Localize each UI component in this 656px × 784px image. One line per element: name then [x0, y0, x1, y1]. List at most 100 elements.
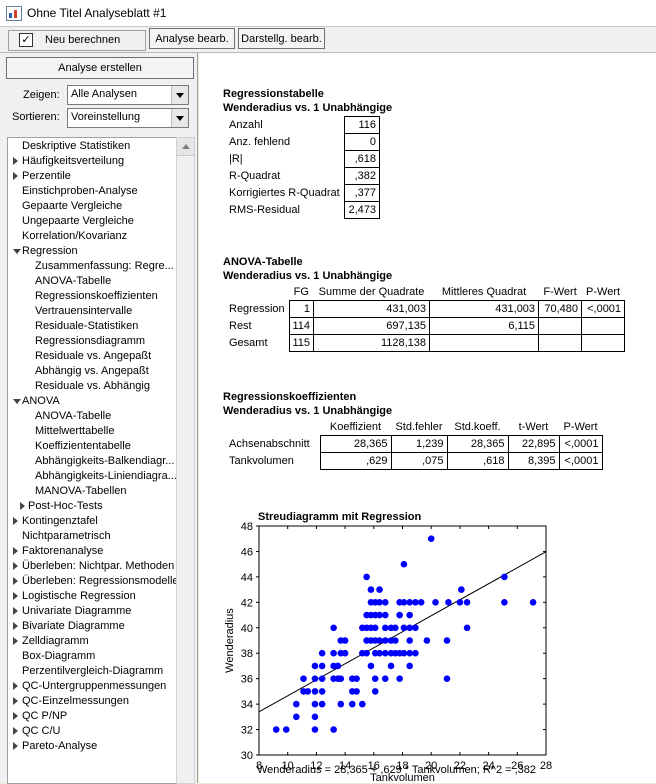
tree-item[interactable]: ANOVA-Tabelle: [8, 409, 176, 424]
tree-item[interactable]: Häufigkeitsverteilung: [8, 154, 176, 169]
tree-item[interactable]: Residuale vs. Angepaßt: [8, 349, 176, 364]
chevron-down-icon[interactable]: [171, 109, 188, 127]
tree-item[interactable]: Abhängig vs. Angepaßt: [8, 364, 176, 379]
collapse-arrow-icon[interactable]: [13, 399, 21, 404]
expand-arrow-icon[interactable]: [13, 592, 18, 600]
tree-item[interactable]: Überleben: Nichtpar. Methoden: [8, 559, 176, 574]
expand-arrow-icon[interactable]: [13, 622, 18, 630]
tree-item-label: Regressionsdiagramm: [35, 335, 146, 347]
edit-analysis-button[interactable]: Analyse bearb.: [149, 28, 235, 49]
expand-arrow-icon[interactable]: [13, 517, 18, 525]
scroll-up-arrow-icon[interactable]: [177, 138, 194, 156]
tree-item[interactable]: Univariate Diagramme: [8, 604, 176, 619]
tree-item[interactable]: Logistische Regression: [8, 589, 176, 604]
data-point: [318, 675, 326, 682]
data-point: [381, 611, 389, 619]
show-select[interactable]: Alle Analysen: [67, 85, 189, 105]
tree-item[interactable]: Regressionskoeffizienten: [8, 289, 176, 304]
row-value: ,377: [344, 184, 380, 202]
tree-item-label: Vertrauensintervalle: [35, 305, 133, 317]
recompute-checkbox[interactable]: ✓: [19, 33, 33, 47]
sort-select[interactable]: Voreinstellung: [67, 108, 189, 128]
expand-arrow-icon[interactable]: [13, 547, 18, 555]
tree-item[interactable]: Koeffiziententabelle: [8, 439, 176, 454]
data-point: [318, 649, 326, 657]
tree-item-label: Abhängigkeits-Balkendiagr...: [35, 455, 175, 467]
expand-arrow-icon[interactable]: [13, 562, 18, 570]
tree-item[interactable]: Nichtparametrisch: [8, 529, 176, 544]
tree-item[interactable]: Post-Hoc-Tests: [8, 499, 176, 514]
tree-item[interactable]: QC P/NP: [8, 709, 176, 724]
tree-item[interactable]: Perzentile: [8, 169, 176, 184]
expand-arrow-icon[interactable]: [13, 637, 18, 645]
tree-item-label: Zusammenfassung: Regre...: [35, 260, 174, 272]
tree-item[interactable]: Einstichproben-Analyse: [8, 184, 176, 199]
tree-item-label: Residuale-Statistiken: [35, 320, 139, 332]
data-point: [432, 599, 439, 606]
tree-item-label: ANOVA-Tabelle: [35, 275, 112, 287]
analysis-tree: Deskriptive Statistiken Häufigkeitsvertei…: [7, 137, 177, 784]
expand-arrow-icon[interactable]: [13, 697, 18, 705]
data-point: [353, 675, 360, 682]
tree-item[interactable]: Bivariate Diagramme: [8, 619, 176, 634]
tree-item[interactable]: ANOVA-Tabelle: [8, 274, 176, 289]
y-axis-label: Wenderadius: [224, 608, 236, 673]
tree-item[interactable]: QC C/U: [8, 724, 176, 739]
recompute-toggle[interactable]: ✓ Neu berechnen: [8, 30, 146, 51]
edit-display-button[interactable]: Darstellg. bearb.: [238, 28, 325, 49]
tree-item[interactable]: Residuale-Statistiken: [8, 319, 176, 334]
table-cell: <,0001: [558, 452, 603, 470]
create-analysis-button[interactable]: Analyse erstellen: [6, 57, 194, 79]
tree-item[interactable]: Vertrauensintervalle: [8, 304, 176, 319]
data-point: [445, 599, 452, 606]
tree-item[interactable]: Ungepaarte Vergleiche: [8, 214, 176, 229]
tree-item[interactable]: Korrelation/Kovarianz: [8, 229, 176, 244]
table-header-row: FG Summe der Quadrate Mittleres Quadrat F-W…: [226, 284, 625, 301]
tree-item[interactable]: Kontingenztafel: [8, 514, 176, 529]
tree-item[interactable]: Box-Diagramm: [8, 649, 176, 664]
tree-item[interactable]: Abhängigkeits-Liniendiagra...: [8, 469, 176, 484]
tree-item[interactable]: Regressionsdiagramm: [8, 334, 176, 349]
tree-item[interactable]: ANOVA: [8, 394, 176, 409]
tree-item[interactable]: Zusammenfassung: Regre...: [8, 259, 176, 274]
tree-item[interactable]: QC-Einzelmessungen: [8, 694, 176, 709]
tree-item[interactable]: Regression: [8, 244, 176, 259]
expand-arrow-icon[interactable]: [13, 577, 18, 585]
tree-item[interactable]: Überleben: Regressionsmodelle: [8, 574, 176, 589]
expand-arrow-icon[interactable]: [13, 172, 18, 180]
tree-item[interactable]: QC-Untergruppenmessungen: [8, 679, 176, 694]
tree-item-label: Bivariate Diagramme: [22, 620, 125, 632]
y-tick-label: 34: [241, 699, 253, 711]
tree-item[interactable]: Perzentilvergleich-Diagramm: [8, 664, 176, 679]
tree-item-label: Residuale vs. Angepaßt: [35, 350, 152, 362]
chevron-down-icon[interactable]: [171, 86, 188, 104]
expand-arrow-icon[interactable]: [13, 607, 18, 615]
collapse-arrow-icon[interactable]: [13, 249, 21, 254]
data-point: [318, 662, 326, 670]
data-point: [376, 637, 383, 644]
tree-item[interactable]: Deskriptive Statistiken: [8, 139, 176, 154]
tree-item[interactable]: Residuale vs. Abhängig: [8, 379, 176, 394]
tree-item[interactable]: Pareto-Analyse: [8, 739, 176, 754]
column-header: FG: [293, 286, 309, 298]
tree-item[interactable]: Gepaarte Vergleiche: [8, 199, 176, 214]
tree-item-label: Abhängigkeits-Liniendiagra...: [35, 470, 177, 482]
expand-arrow-icon[interactable]: [13, 727, 18, 735]
expand-arrow-icon[interactable]: [13, 157, 18, 165]
expand-arrow-icon[interactable]: [13, 742, 18, 750]
tree-item[interactable]: MANOVA-Tabellen: [8, 484, 176, 499]
table-cell: 1128,138: [313, 334, 431, 352]
tree-item[interactable]: Zelldiagramm: [8, 634, 176, 649]
tree-item[interactable]: Abhängigkeits-Balkendiagr...: [8, 454, 176, 469]
window-title: Ohne Titel Analyseblatt #1: [27, 6, 167, 20]
row-label: Rest: [229, 320, 252, 332]
expand-arrow-icon[interactable]: [13, 682, 18, 690]
tree-scrollbar[interactable]: [176, 137, 195, 784]
tree-item[interactable]: Faktorenanalyse: [8, 544, 176, 559]
tree-item[interactable]: Mittelwerttabelle: [8, 424, 176, 439]
table-row: Achsenabschnitt 28,365 1,239 28,365 22,895 <,…: [226, 435, 603, 453]
row-value: ,382: [344, 167, 380, 185]
expand-arrow-icon[interactable]: [20, 502, 25, 510]
expand-arrow-icon[interactable]: [13, 712, 18, 720]
tree-item-label: QC-Einzelmessungen: [22, 695, 129, 707]
